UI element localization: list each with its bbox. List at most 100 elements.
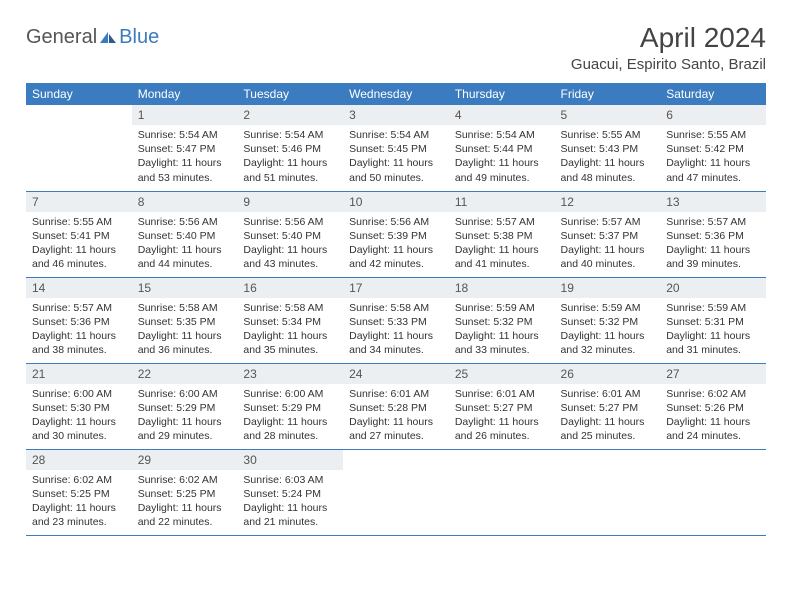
- sunset-line: Sunset: 5:27 PM: [561, 401, 655, 415]
- day-number: 24: [343, 364, 449, 384]
- daylight-line: Daylight: 11 hours and 33 minutes.: [455, 329, 549, 357]
- sunrise-line: Sunrise: 5:54 AM: [138, 128, 232, 142]
- sunrise-line: Sunrise: 5:59 AM: [561, 301, 655, 315]
- day-number: 25: [449, 364, 555, 384]
- calendar-day-cell: 19Sunrise: 5:59 AMSunset: 5:32 PMDayligh…: [555, 277, 661, 363]
- day-number: 9: [237, 192, 343, 212]
- daylight-line: Daylight: 11 hours and 32 minutes.: [561, 329, 655, 357]
- sunset-line: Sunset: 5:36 PM: [32, 315, 126, 329]
- daylight-line: Daylight: 11 hours and 27 minutes.: [349, 415, 443, 443]
- day-content: Sunrise: 5:54 AMSunset: 5:44 PMDaylight:…: [449, 125, 555, 189]
- location: Guacui, Espirito Santo, Brazil: [571, 56, 766, 73]
- weekday-header: Tuesday: [237, 83, 343, 105]
- calendar-day-cell: 14Sunrise: 5:57 AMSunset: 5:36 PMDayligh…: [26, 277, 132, 363]
- daylight-line: Daylight: 11 hours and 48 minutes.: [561, 156, 655, 184]
- day-number: 20: [660, 278, 766, 298]
- sunset-line: Sunset: 5:30 PM: [32, 401, 126, 415]
- day-number: 4: [449, 105, 555, 125]
- calendar-day-cell: 24Sunrise: 6:01 AMSunset: 5:28 PMDayligh…: [343, 363, 449, 449]
- daylight-line: Daylight: 11 hours and 42 minutes.: [349, 243, 443, 271]
- day-number-empty: [343, 450, 449, 470]
- calendar-day-cell: [449, 449, 555, 535]
- day-content: Sunrise: 5:59 AMSunset: 5:32 PMDaylight:…: [449, 298, 555, 362]
- calendar-day-cell: 5Sunrise: 5:55 AMSunset: 5:43 PMDaylight…: [555, 105, 661, 191]
- calendar-day-cell: 18Sunrise: 5:59 AMSunset: 5:32 PMDayligh…: [449, 277, 555, 363]
- sunset-line: Sunset: 5:43 PM: [561, 142, 655, 156]
- header: General Blue April 2024 Guacui, Espirito…: [26, 22, 766, 73]
- calendar-day-cell: 1Sunrise: 5:54 AMSunset: 5:47 PMDaylight…: [132, 105, 238, 191]
- calendar-day-cell: 22Sunrise: 6:00 AMSunset: 5:29 PMDayligh…: [132, 363, 238, 449]
- sunset-line: Sunset: 5:29 PM: [138, 401, 232, 415]
- day-content: Sunrise: 5:56 AMSunset: 5:40 PMDaylight:…: [237, 212, 343, 276]
- daylight-line: Daylight: 11 hours and 29 minutes.: [138, 415, 232, 443]
- day-content: Sunrise: 6:02 AMSunset: 5:25 PMDaylight:…: [26, 470, 132, 534]
- daylight-line: Daylight: 11 hours and 40 minutes.: [561, 243, 655, 271]
- sunrise-line: Sunrise: 6:03 AM: [243, 473, 337, 487]
- month-title: April 2024: [571, 22, 766, 54]
- weekday-header: Friday: [555, 83, 661, 105]
- sunset-line: Sunset: 5:39 PM: [349, 229, 443, 243]
- day-content: Sunrise: 6:00 AMSunset: 5:29 PMDaylight:…: [237, 384, 343, 448]
- daylight-line: Daylight: 11 hours and 51 minutes.: [243, 156, 337, 184]
- calendar-day-cell: 25Sunrise: 6:01 AMSunset: 5:27 PMDayligh…: [449, 363, 555, 449]
- sunset-line: Sunset: 5:44 PM: [455, 142, 549, 156]
- sunrise-line: Sunrise: 5:55 AM: [561, 128, 655, 142]
- calendar-day-cell: 10Sunrise: 5:56 AMSunset: 5:39 PMDayligh…: [343, 191, 449, 277]
- day-content: Sunrise: 5:55 AMSunset: 5:43 PMDaylight:…: [555, 125, 661, 189]
- day-content: Sunrise: 5:58 AMSunset: 5:34 PMDaylight:…: [237, 298, 343, 362]
- day-content: Sunrise: 5:58 AMSunset: 5:35 PMDaylight:…: [132, 298, 238, 362]
- daylight-line: Daylight: 11 hours and 21 minutes.: [243, 501, 337, 529]
- day-content: Sunrise: 5:56 AMSunset: 5:40 PMDaylight:…: [132, 212, 238, 276]
- daylight-line: Daylight: 11 hours and 44 minutes.: [138, 243, 232, 271]
- day-content: Sunrise: 6:01 AMSunset: 5:27 PMDaylight:…: [449, 384, 555, 448]
- weekday-header: Wednesday: [343, 83, 449, 105]
- calendar-day-cell: 16Sunrise: 5:58 AMSunset: 5:34 PMDayligh…: [237, 277, 343, 363]
- calendar-week-row: 7Sunrise: 5:55 AMSunset: 5:41 PMDaylight…: [26, 191, 766, 277]
- daylight-line: Daylight: 11 hours and 36 minutes.: [138, 329, 232, 357]
- day-number: 28: [26, 450, 132, 470]
- sunrise-line: Sunrise: 6:02 AM: [138, 473, 232, 487]
- calendar-day-cell: 12Sunrise: 5:57 AMSunset: 5:37 PMDayligh…: [555, 191, 661, 277]
- sunrise-line: Sunrise: 5:54 AM: [349, 128, 443, 142]
- day-content: Sunrise: 5:54 AMSunset: 5:45 PMDaylight:…: [343, 125, 449, 189]
- logo-sail-icon: [99, 31, 117, 45]
- sunset-line: Sunset: 5:33 PM: [349, 315, 443, 329]
- daylight-line: Daylight: 11 hours and 30 minutes.: [32, 415, 126, 443]
- title-block: April 2024 Guacui, Espirito Santo, Brazi…: [571, 22, 766, 73]
- day-content: Sunrise: 6:00 AMSunset: 5:29 PMDaylight:…: [132, 384, 238, 448]
- day-content: Sunrise: 6:03 AMSunset: 5:24 PMDaylight:…: [237, 470, 343, 534]
- calendar-day-cell: 23Sunrise: 6:00 AMSunset: 5:29 PMDayligh…: [237, 363, 343, 449]
- sunset-line: Sunset: 5:36 PM: [666, 229, 760, 243]
- day-number-empty: [26, 105, 132, 125]
- day-content: Sunrise: 6:02 AMSunset: 5:25 PMDaylight:…: [132, 470, 238, 534]
- sunrise-line: Sunrise: 6:00 AM: [32, 387, 126, 401]
- day-number: 3: [343, 105, 449, 125]
- daylight-line: Daylight: 11 hours and 25 minutes.: [561, 415, 655, 443]
- day-number: 14: [26, 278, 132, 298]
- day-content: Sunrise: 6:01 AMSunset: 5:28 PMDaylight:…: [343, 384, 449, 448]
- sunrise-line: Sunrise: 5:54 AM: [455, 128, 549, 142]
- weekday-header: Sunday: [26, 83, 132, 105]
- day-number: 8: [132, 192, 238, 212]
- sunset-line: Sunset: 5:41 PM: [32, 229, 126, 243]
- daylight-line: Daylight: 11 hours and 28 minutes.: [243, 415, 337, 443]
- sunrise-line: Sunrise: 5:56 AM: [138, 215, 232, 229]
- sunset-line: Sunset: 5:35 PM: [138, 315, 232, 329]
- sunrise-line: Sunrise: 6:01 AM: [561, 387, 655, 401]
- weekday-header-row: Sunday Monday Tuesday Wednesday Thursday…: [26, 83, 766, 105]
- daylight-line: Daylight: 11 hours and 34 minutes.: [349, 329, 443, 357]
- weekday-header: Monday: [132, 83, 238, 105]
- calendar-day-cell: 9Sunrise: 5:56 AMSunset: 5:40 PMDaylight…: [237, 191, 343, 277]
- sunset-line: Sunset: 5:27 PM: [455, 401, 549, 415]
- calendar-day-cell: 26Sunrise: 6:01 AMSunset: 5:27 PMDayligh…: [555, 363, 661, 449]
- day-number: 18: [449, 278, 555, 298]
- sunrise-line: Sunrise: 6:00 AM: [138, 387, 232, 401]
- day-number: 19: [555, 278, 661, 298]
- day-number-empty: [555, 450, 661, 470]
- calendar-day-cell: 15Sunrise: 5:58 AMSunset: 5:35 PMDayligh…: [132, 277, 238, 363]
- calendar-day-cell: 2Sunrise: 5:54 AMSunset: 5:46 PMDaylight…: [237, 105, 343, 191]
- sunset-line: Sunset: 5:38 PM: [455, 229, 549, 243]
- daylight-line: Daylight: 11 hours and 46 minutes.: [32, 243, 126, 271]
- sunrise-line: Sunrise: 5:58 AM: [243, 301, 337, 315]
- sunset-line: Sunset: 5:25 PM: [138, 487, 232, 501]
